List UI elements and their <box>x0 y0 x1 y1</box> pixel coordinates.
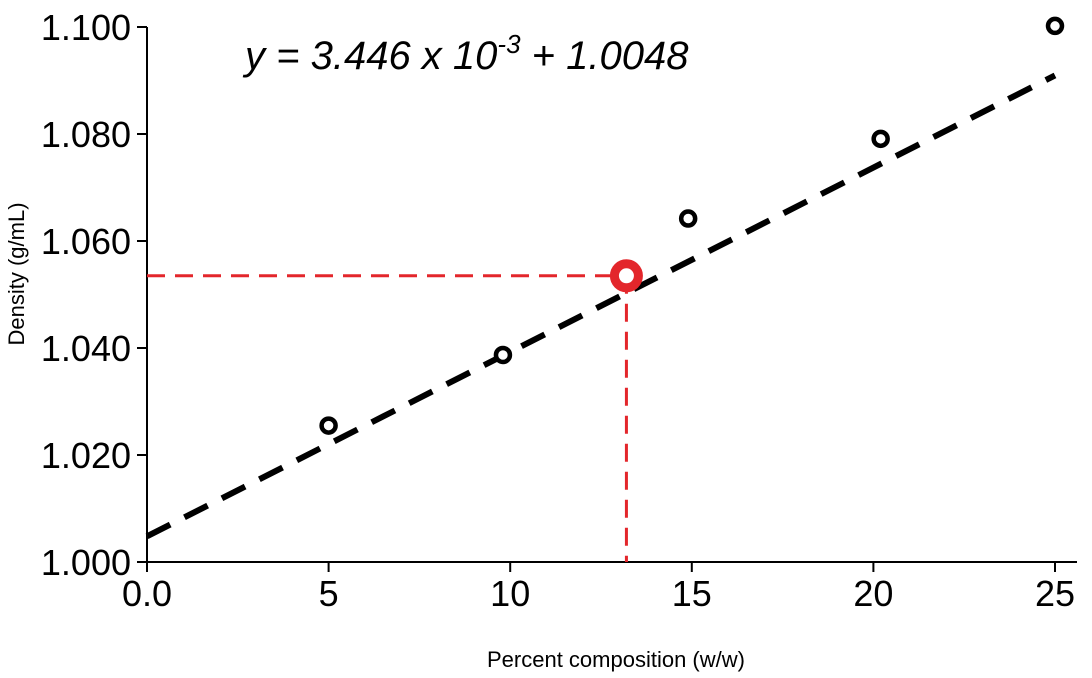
x-tick-label: 5 <box>319 573 339 614</box>
x-axis-title: Percent composition (w/w) <box>487 647 745 672</box>
x-tick-label: 0.0 <box>122 573 172 614</box>
y-tick-label: 1.000 <box>41 542 131 583</box>
data-point <box>319 416 338 435</box>
equation-superscript: -3 <box>497 29 521 59</box>
fit-line-layer <box>145 72 1057 539</box>
x-tick-label: 10 <box>490 573 530 614</box>
data-point <box>871 129 890 149</box>
x-tick-label: 25 <box>1035 573 1075 614</box>
data-point <box>1045 16 1065 36</box>
y-tick-label: 1.040 <box>41 328 131 369</box>
y-tick-label: 1.080 <box>41 114 131 155</box>
equation-suffix: + 1.0048 <box>521 34 690 78</box>
data-point <box>493 345 513 365</box>
data-point <box>678 209 698 228</box>
y-axis-title: Density (g/mL) <box>4 202 29 345</box>
y-tick-label: 1.060 <box>41 221 131 262</box>
data-points <box>319 16 1065 435</box>
x-tick-label: 20 <box>853 573 893 614</box>
equation-prefix: y = 3.446 x 10 <box>242 34 497 78</box>
y-tick-label: 1.020 <box>41 435 131 476</box>
highlight-point <box>609 259 643 293</box>
fit-line <box>145 72 1057 539</box>
highlight-layer <box>609 259 643 293</box>
y-tick-label: 1.100 <box>41 7 131 48</box>
axes: 1.000 1.020 1.040 1.060 1.080 1.100 0.0 5 10 15 20… <box>41 7 1077 614</box>
highlight-guides <box>147 274 628 562</box>
x-tick-label: 15 <box>672 573 712 614</box>
equation-annotation: y = 3.446 x 10-3 + 1.0048 <box>242 29 689 78</box>
